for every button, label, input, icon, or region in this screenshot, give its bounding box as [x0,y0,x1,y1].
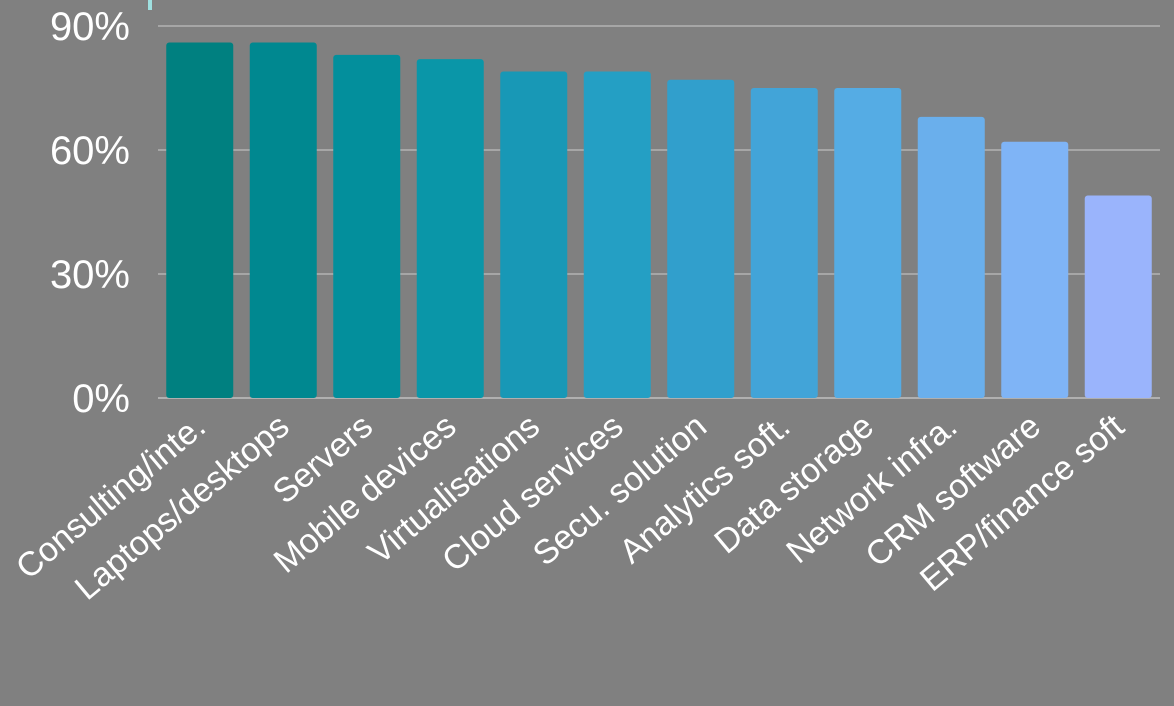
bars [166,42,1152,399]
bar [1001,141,1069,398]
bar [917,116,985,398]
y-axis-ticks: 0% 30% 60% 90% [50,5,130,421]
bar [834,88,902,398]
y-axis-marker [148,0,152,10]
bar [750,88,818,398]
y-tick-label: 30% [50,253,130,297]
x-axis-labels: Consulting/inte.Laptops/desktopsServersM… [9,407,1132,608]
bar [667,79,735,398]
bar [166,42,234,399]
bar [333,54,401,398]
y-tick-label: 0% [72,377,130,421]
y-tick-label: 90% [50,5,130,49]
bar [583,71,651,398]
y-tick-label: 60% [50,129,130,173]
bar [249,42,317,399]
bar [416,59,484,399]
gridlines [158,25,1160,399]
bar [1084,195,1152,398]
bar [500,71,568,398]
